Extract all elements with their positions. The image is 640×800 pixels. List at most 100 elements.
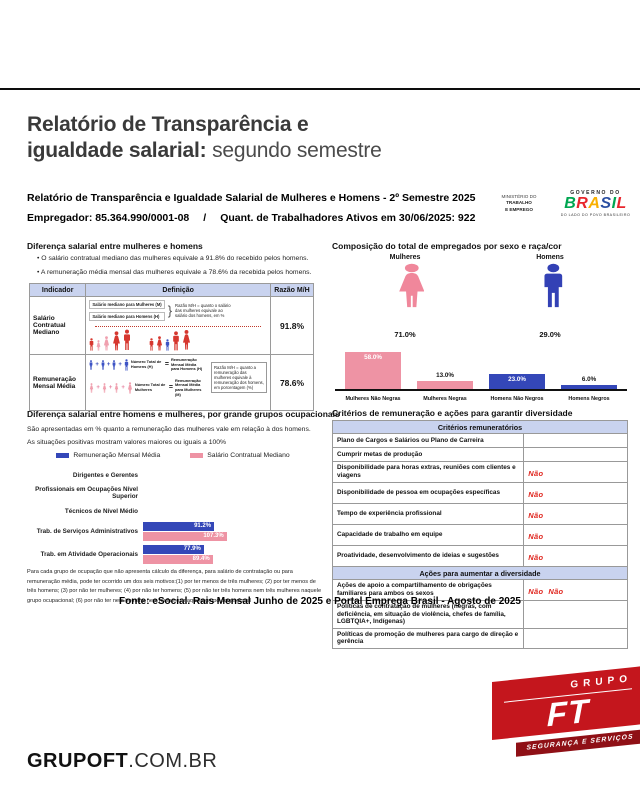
brasil-letter: I (611, 195, 617, 212)
brasil-letter: B (564, 195, 577, 212)
bar-value-label: 58.0% (364, 353, 382, 361)
grupo-ft-logo: GRUPO FT SEGURANÇA E SERVIÇOS (486, 664, 640, 760)
male-percentage: 29.0% (539, 330, 561, 339)
women-formula: + + + Número Total de Mulheres = Remuner… (89, 377, 207, 397)
legend-swatch-pink (190, 453, 204, 458)
dotted-line (95, 326, 261, 327)
table-row: Disponibilidade para horas extras, reuni… (331, 461, 628, 483)
criteria-label: Ações de apoio a compartilhamento de obr… (331, 579, 525, 601)
info-separator: / (203, 212, 207, 224)
indicator-table-header: Indicador Definição Razão M/H (28, 283, 314, 297)
website-url: GRUPOFT.COM.BR (27, 750, 217, 773)
salary-pictogram (89, 326, 267, 351)
website-tld: .COM.BR (128, 750, 218, 772)
bar-value-label: 6.0% (581, 376, 597, 384)
woman-icon (386, 263, 424, 317)
x-axis (335, 389, 627, 391)
occupations-description: São apresentadas em % quanto a remuneraç… (27, 426, 311, 446)
brasil-letter: R (576, 195, 589, 212)
col-definicao: Definição (85, 283, 271, 297)
report-info-title: Relatório de Transparência e Igualdade S… (27, 192, 476, 204)
col-razao: Razão M/H (270, 283, 314, 297)
ministry-line2: TRABALHO (506, 200, 532, 206)
person-icon (114, 383, 119, 393)
brasil-tagline: DO LADO DO POVO BRASILEIRO (560, 213, 631, 217)
women-avg-label: Remuneração Mensal Média para Mulheres (… (175, 377, 202, 397)
men-count-label: Número Total de Homens (H) (130, 359, 162, 369)
report-info: Relatório de Transparência e Igualdade S… (27, 192, 487, 224)
bar-mediano: 107.3% (143, 532, 227, 541)
criteria-label: Plano de Cargos e Salários ou Plano de C… (331, 433, 525, 448)
table-row: Capacidade de trabalho em equipe Não (331, 524, 628, 546)
female-percentage: 71.0% (394, 330, 416, 339)
brasil-letter: S (600, 195, 612, 212)
legend-label: Salário Contratual Mediano (207, 452, 290, 459)
legend-item-mediano: Salário Contratual Mediano (190, 452, 290, 459)
criteria-flag-cell (523, 433, 628, 448)
category-label: Mulheres Negras (423, 396, 467, 402)
section-title-occupations: Diferença salarial entre homens e mulher… (27, 409, 340, 419)
nao-stamp-icon: Não (528, 469, 544, 478)
active-workers: Quant. de Trabalhadores Ativos em 30/06/… (220, 212, 476, 224)
person-icon (124, 359, 129, 371)
criteria-label: Políticas de promoção de mulheres para c… (331, 627, 525, 649)
brasil-letter: A (588, 195, 601, 212)
nao-stamp-icon: Não (548, 587, 564, 596)
criteria-flag-cell: Não (523, 482, 628, 504)
bar-value-label: 107.3% (203, 533, 224, 539)
chart-legend: Remuneração Mensal Média Salário Contrat… (27, 452, 319, 459)
definition-label: Salário mediano para Mulheres (M) (89, 300, 165, 309)
category-label: Trab. em Atividade Operacionais (40, 551, 138, 558)
table-row: Salário Contratual Mediano Salário media… (28, 296, 314, 355)
person-icon (172, 331, 180, 351)
table-row: Ações de apoio a compartilhamento de obr… (331, 579, 628, 601)
person-icon (96, 340, 101, 351)
definition-label: Salário mediano para Homens (H) (89, 312, 165, 321)
men-formula: + + + Número Total de Homens (H) = Remun… (89, 357, 207, 372)
criteria-label: Cumprir metas de produção (331, 447, 525, 462)
nao-stamp-icon: Não (528, 553, 544, 562)
table-row: Cumprir metas de produção (331, 447, 628, 462)
male-group-label: Homens (536, 254, 564, 261)
criteria-label: Disponibilidade de pessoa em ocupações e… (331, 482, 525, 504)
nao-stamp-icon: Não (528, 511, 544, 520)
bar-mulheres-nao-negras: 58.0% (345, 351, 401, 389)
ministry-line1: MINISTÉRIO DO (501, 193, 537, 199)
person-icon (182, 329, 191, 351)
men-avg-label: Remuneração Mensal Média para Homens (H) (171, 357, 203, 372)
bar-value-label: 91.2% (194, 523, 212, 529)
ratio-note: Razão M/H = quanto a remuneração das mul… (211, 362, 267, 394)
criteria-label: Proatividade, desenvolvimento de ideias … (331, 545, 525, 567)
bar-mensal: 91.2% (143, 522, 215, 531)
brasil-logo: GOVERNO DO BRASIL DO LADO DO POVO BRASIL… (553, 190, 638, 217)
source-line: Fonte: eSocial. Rais Mensal Junho de 202… (119, 596, 521, 607)
report-info-employer-row: Empregador: 85.364.990/0001-08 / Quant. de… (27, 212, 487, 224)
indicator-name: Salário Contratual Mediano (28, 296, 87, 355)
criteria-flag-cell (523, 447, 628, 462)
ratio-value: 91.8% (270, 296, 314, 355)
chart-row: Dirigentes e Gerentes (27, 466, 319, 484)
equals-sign: = (164, 361, 169, 369)
person-icon (89, 338, 94, 351)
section-title-composition: Composição do total de empregados por se… (332, 241, 562, 251)
col-indicador: Indicador (28, 283, 87, 297)
person-icon (127, 382, 133, 394)
page-title-line1: Relatório de Transparência e (27, 113, 309, 136)
governo-do-label: GOVERNO DO (570, 190, 621, 196)
category-label: Trab. de Serviços Administrativos (36, 528, 138, 535)
criteria-flag-cell: Não (523, 524, 628, 546)
person-icon (112, 360, 116, 370)
bar-value-label: 13.0% (436, 371, 454, 379)
category-label: Profissionais em Ocupações Nível Superio… (35, 486, 138, 500)
bar-homens-negros: 6.0% (561, 376, 617, 389)
brasil-wordmark: BRASIL (553, 196, 638, 212)
nao-stamp-icon: Não (528, 532, 544, 541)
ratio-value: 78.6% (270, 354, 314, 411)
person-icon (149, 338, 154, 351)
page-title-line2-bold: igualdade salarial: (27, 139, 207, 162)
person-icon (123, 329, 131, 351)
indicator-name: Remuneração Mensal Média (28, 354, 87, 411)
table-row: Remuneração Mensal Média + + + Número To… (28, 354, 314, 411)
ft-logo-shape: GRUPO FT (492, 666, 640, 740)
